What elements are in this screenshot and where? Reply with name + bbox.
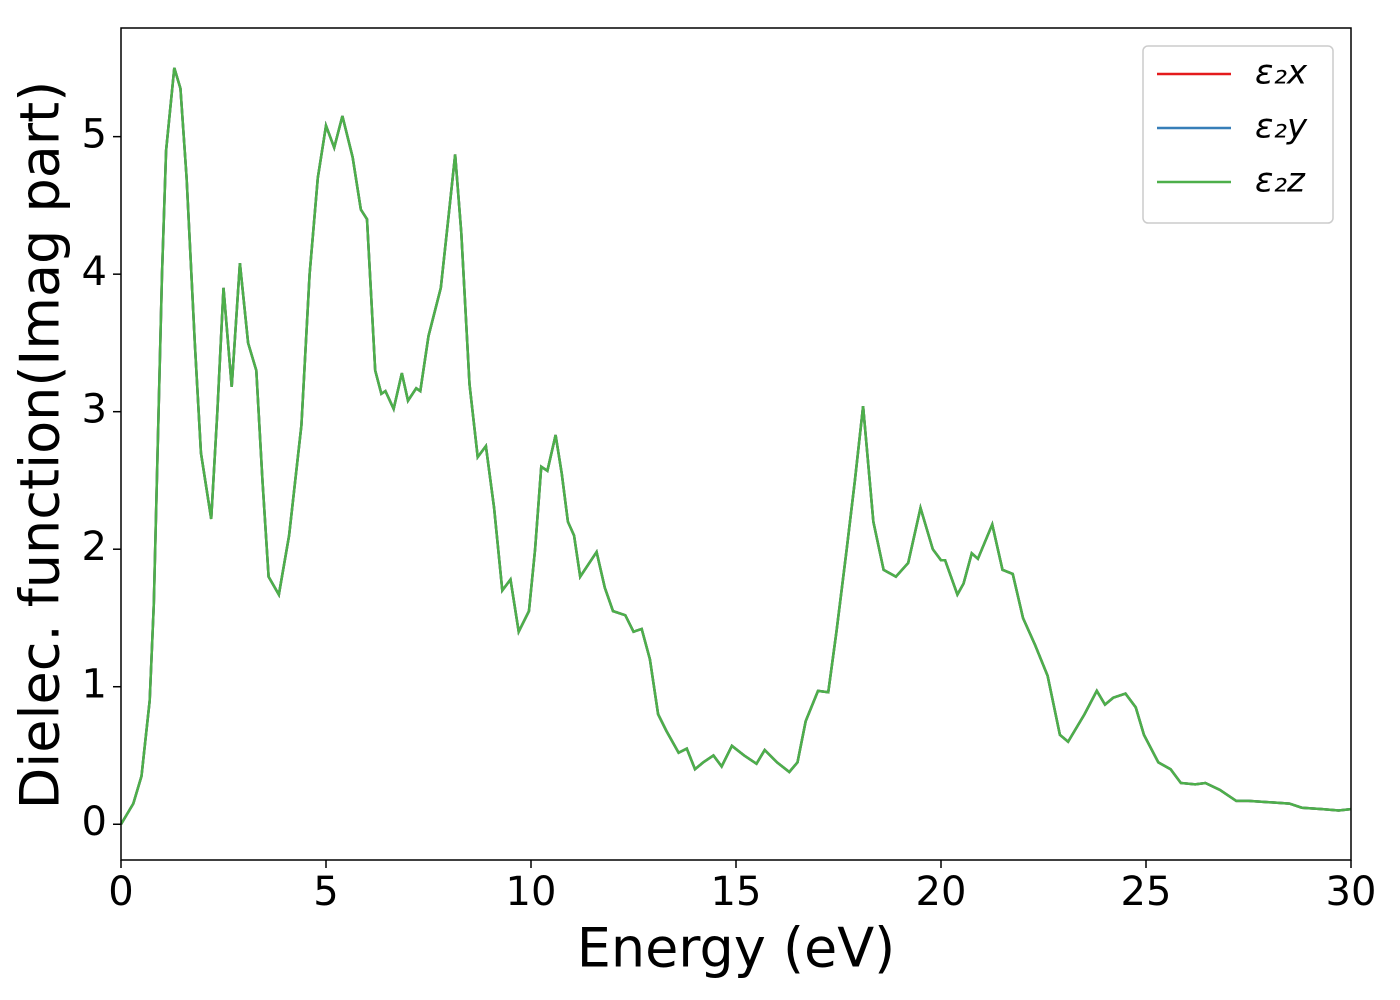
y-tick-label: 4	[82, 249, 107, 295]
legend-label: ε₂y	[1255, 107, 1308, 147]
x-tick-label: 25	[1121, 869, 1172, 915]
x-axis-label: Energy (eV)	[577, 917, 896, 980]
plot-frame	[120, 27, 1352, 861]
x-tick-label: 30	[1326, 869, 1377, 915]
y-tick-label: 0	[82, 799, 107, 845]
y-axis-label: Dielec. function(Imag part)	[9, 81, 72, 810]
y-tick-label: 1	[82, 662, 107, 708]
legend-label: ε₂z	[1255, 161, 1306, 201]
legend-box	[1142, 45, 1334, 224]
line-series	[119, 67, 1352, 825]
y-tick-label: 5	[82, 112, 107, 158]
legend-label: ε₂x	[1255, 53, 1308, 93]
x-tick-label: 10	[506, 869, 557, 915]
y-tick-label: 2	[82, 524, 107, 570]
x-tick-label: 15	[711, 869, 762, 915]
x-tick-label: 0	[108, 869, 133, 915]
x-tick-label: 20	[916, 869, 967, 915]
x-tick-label: 5	[313, 869, 338, 915]
y-tick-label: 3	[82, 387, 107, 433]
